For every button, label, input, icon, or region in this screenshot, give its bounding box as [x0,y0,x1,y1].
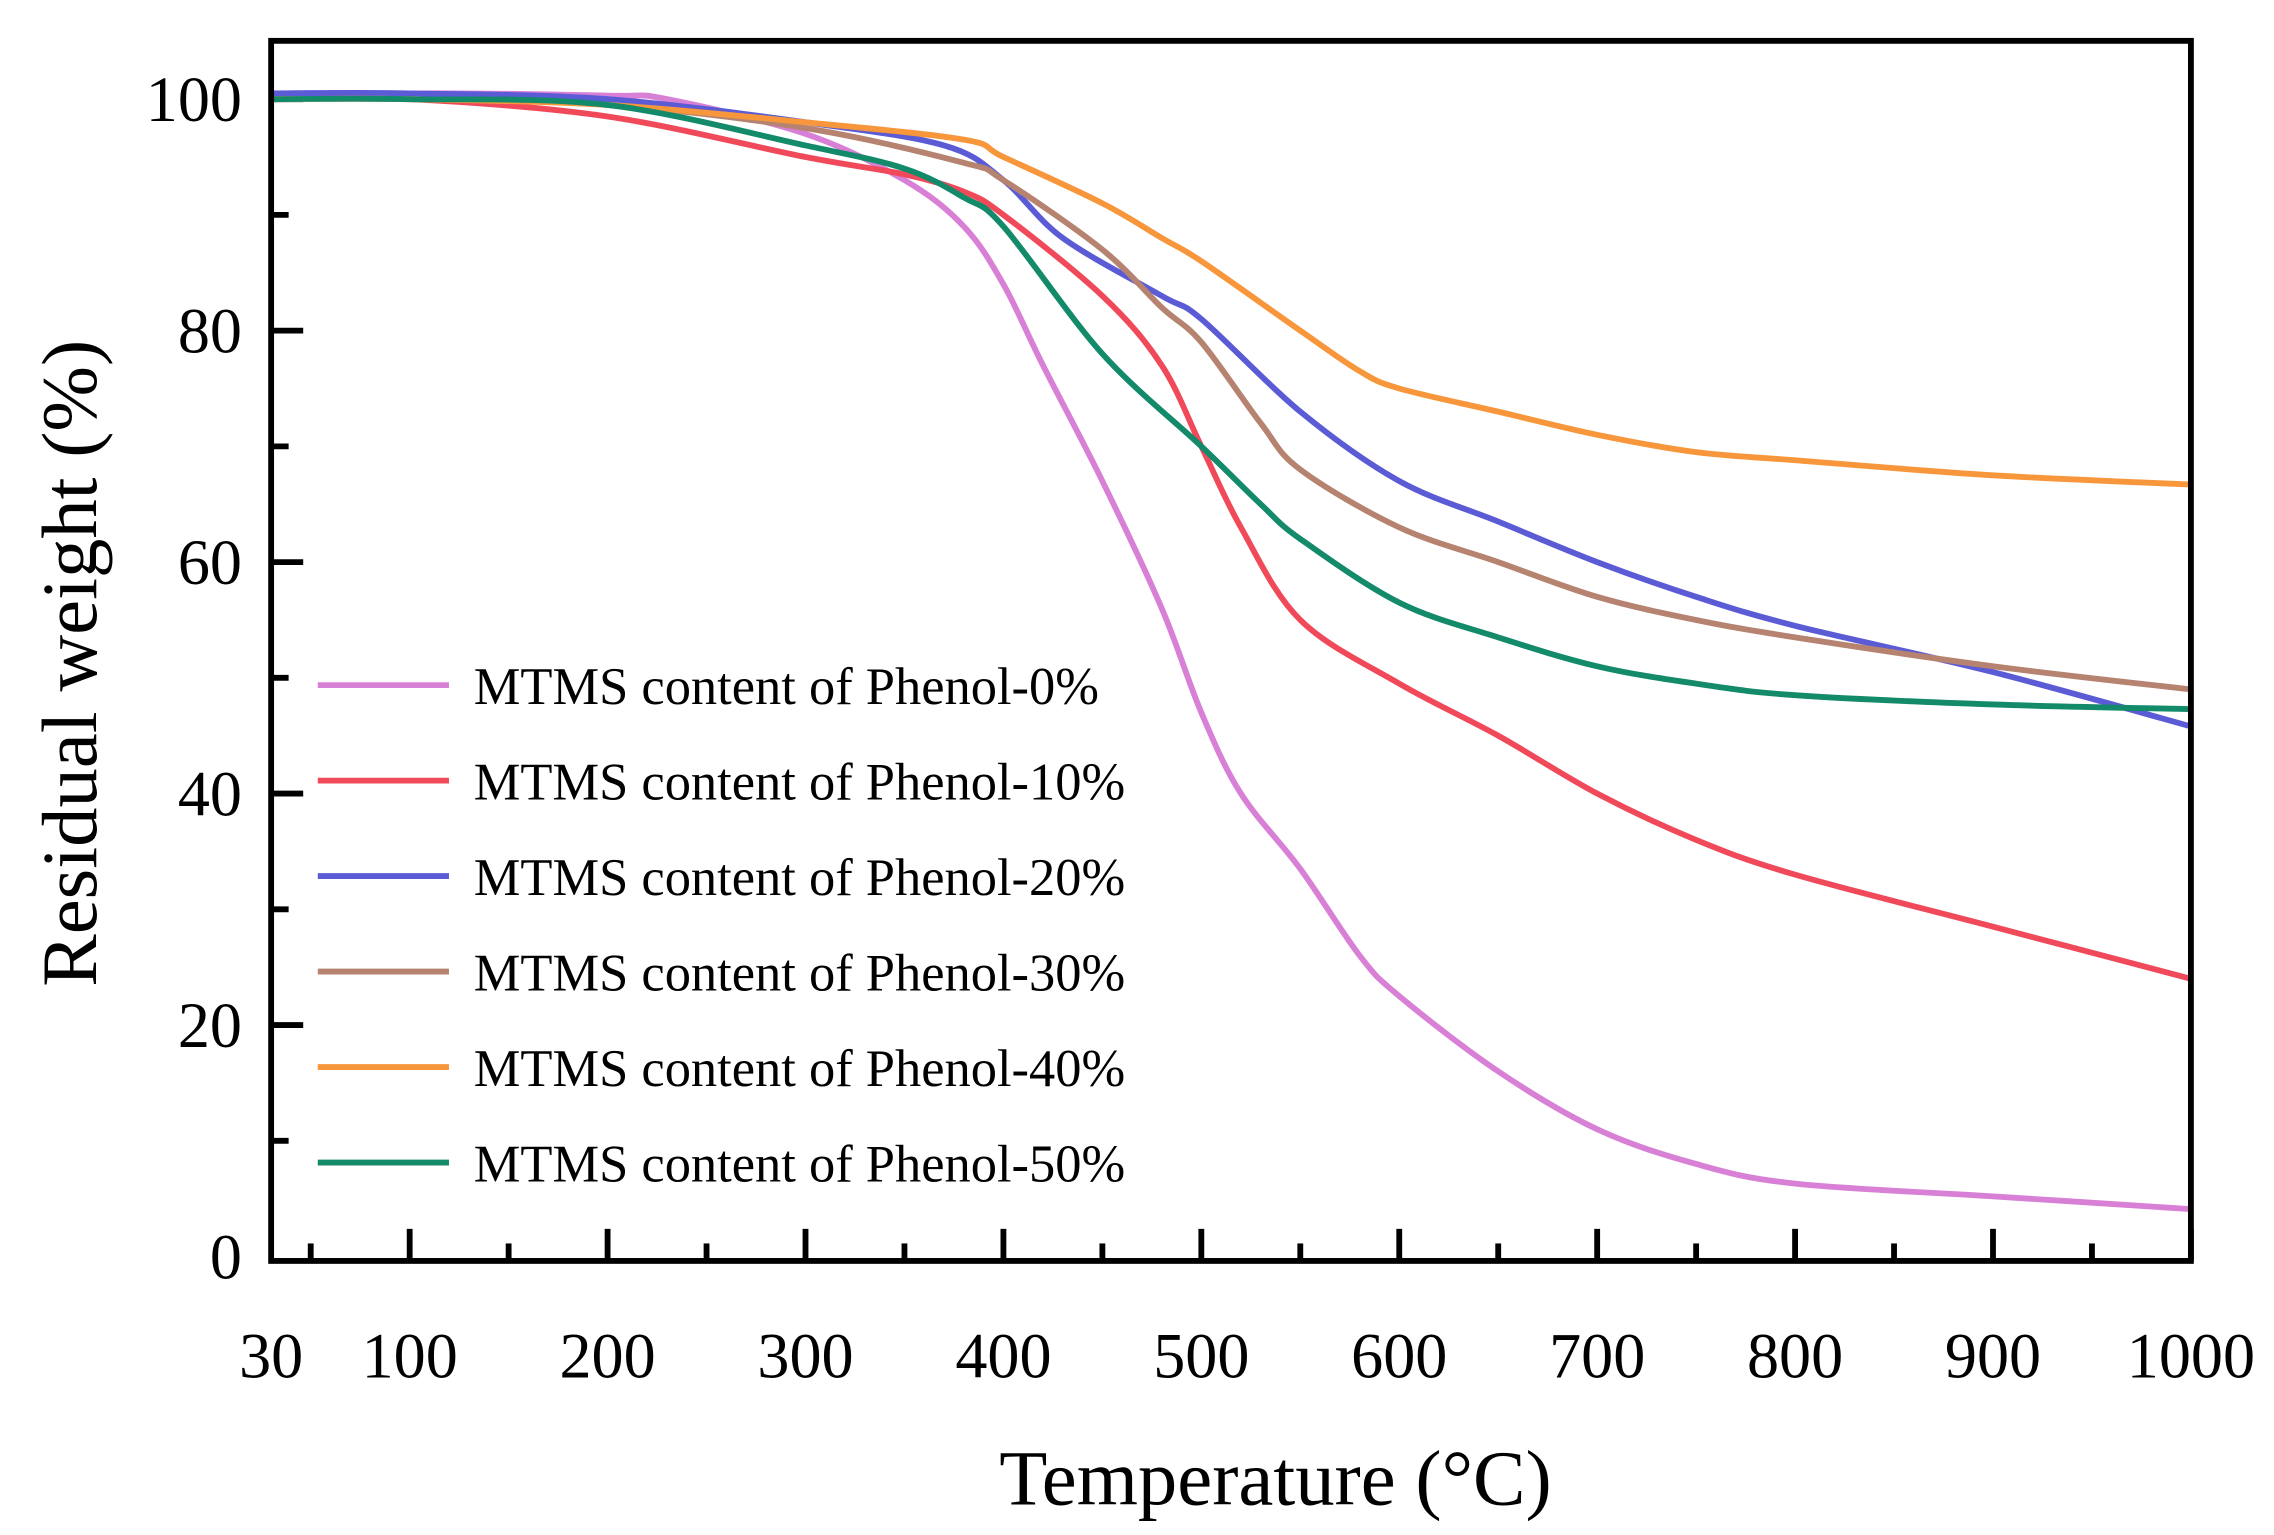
y-tick-label: 100 [146,64,242,135]
axis-ticks [271,96,2194,1261]
x-axis-title: Temperature (°C) [999,1435,1552,1522]
series-line-1 [271,94,2192,982]
y-tick-label: 60 [178,527,242,598]
legend-label: MTMS content of Phenol-20% [474,849,1125,907]
legend-label: MTMS content of Phenol-40% [474,1040,1125,1098]
x-tick-label: 100 [362,1321,458,1392]
x-tick-label: 200 [559,1321,655,1392]
series-line-2 [271,90,2192,730]
x-tick-label: 700 [1549,1321,1645,1392]
legend-label: MTMS content of Phenol-50% [474,1135,1125,1193]
x-tick-labels: 30 100 200 300 400 500 600 700 800 900 1000 [239,1321,2255,1392]
legend-label: MTMS content of Phenol-10% [474,754,1125,812]
x-tick-label: 300 [757,1321,853,1392]
legend-label: MTMS content of Phenol-30% [474,945,1125,1003]
y-axis-title: Residual weight (%) [27,340,114,987]
legend: MTMS content of Phenol-0% MTMS content of… [317,658,1125,1193]
y-tick-label: 80 [178,295,242,366]
plot-frame [268,37,2194,1264]
series-line-0 [271,90,2192,1213]
y-tick-label: 20 [178,990,242,1061]
x-tick-label: 900 [1945,1321,2041,1392]
y-tick-label: 40 [178,758,242,829]
x-tick-label: 30 [239,1321,303,1392]
series-line-3 [271,95,2192,693]
series-lines [271,90,2192,1213]
x-tick-label: 400 [955,1321,1051,1392]
x-tick-label: 600 [1351,1321,1447,1392]
x-tick-label: 800 [1747,1321,1843,1392]
series-line-4 [271,95,2192,488]
y-tick-labels: 0 20 40 60 80 100 [146,64,242,1292]
x-tick-label: 500 [1153,1321,1249,1392]
x-tick-label: 1000 [2127,1321,2255,1392]
legend-label: MTMS content of Phenol-0% [474,658,1099,716]
series-line-5 [271,95,2191,713]
y-tick-label: 0 [210,1221,242,1292]
